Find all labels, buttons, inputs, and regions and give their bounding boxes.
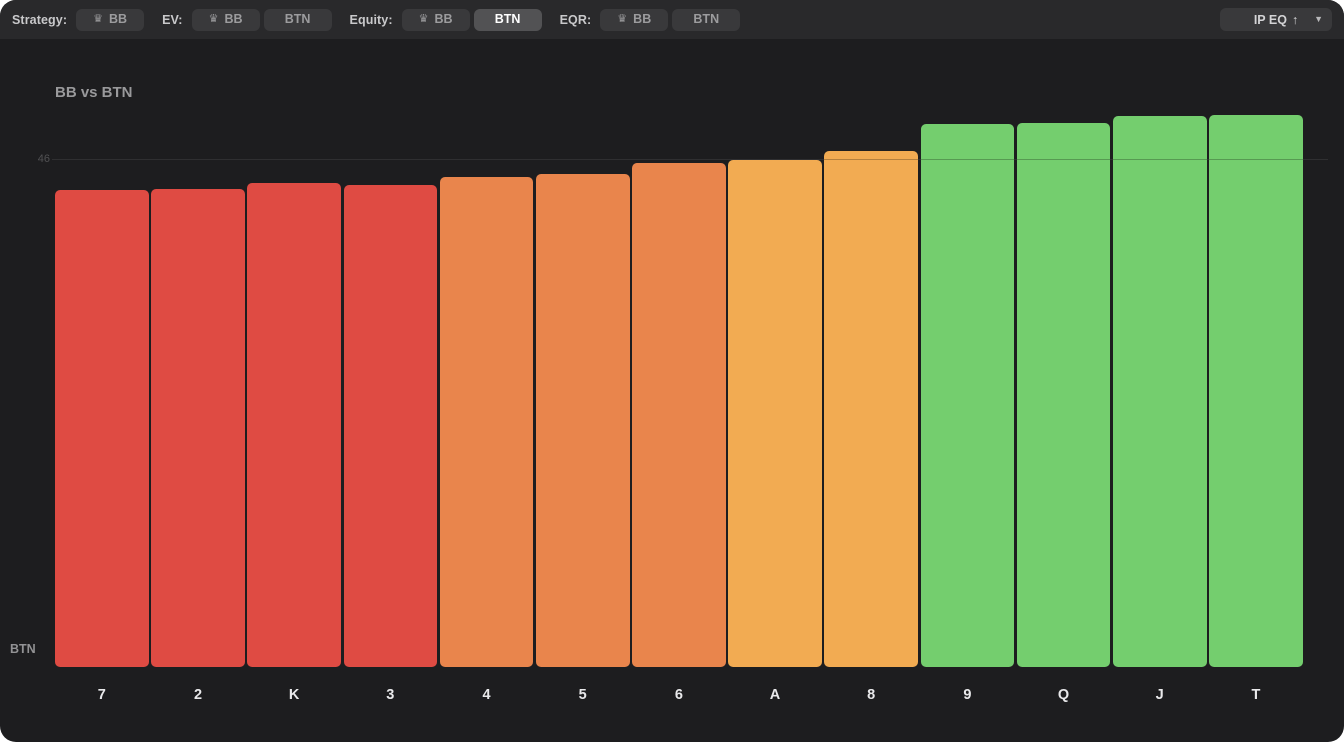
toggle-equity-btn[interactable]: BTN xyxy=(473,8,542,31)
toggle-ev-bb[interactable]: ♛ BB xyxy=(191,8,260,31)
gridline-over-bar xyxy=(920,159,1015,161)
toolbar-group-label-strategy: Strategy: xyxy=(12,12,68,27)
gridline-over-bar xyxy=(824,159,919,161)
bar-5[interactable] xyxy=(535,173,630,667)
bar-Q[interactable] xyxy=(1016,123,1111,667)
toggle-label: BTN xyxy=(693,12,720,27)
x-label-5: 5 xyxy=(578,687,587,703)
toggle-label: BTN xyxy=(494,12,521,27)
chart-title: BB vs BTN xyxy=(55,84,133,101)
bar-7[interactable] xyxy=(55,190,149,667)
bar-2[interactable] xyxy=(151,189,245,667)
toolbar-group-label-eqr: EQR: xyxy=(559,12,592,27)
toolbar-group-eqr: EQR: ♛ BB BTN xyxy=(559,8,741,31)
x-label-2: 2 xyxy=(193,687,203,703)
toggle-strategy-bb[interactable]: ♛ BB xyxy=(76,8,145,31)
bar-4[interactable] xyxy=(439,177,534,667)
bar-T[interactable] xyxy=(1209,115,1303,667)
crown-icon: ♛ xyxy=(208,12,219,25)
bar-K[interactable] xyxy=(247,182,342,667)
bar-A[interactable] xyxy=(728,159,822,667)
toggle-ev-btn[interactable]: BTN xyxy=(263,8,332,31)
x-label-3: 3 xyxy=(386,687,395,703)
toggle-label: BB xyxy=(109,12,128,27)
toolbar-group-ev: EV: ♛ BB BTN xyxy=(162,8,332,31)
sort-dropdown[interactable]: IP EQ ↑ ▼ xyxy=(1220,8,1332,31)
gridline-46 xyxy=(52,159,1328,160)
bar-3[interactable] xyxy=(343,184,438,667)
x-label-A: A xyxy=(769,687,781,703)
x-label-4: 4 xyxy=(482,687,491,703)
x-label-Q: Q xyxy=(1057,687,1070,703)
chart-panel: BB vs BTN 46 7 2 K 3 4 5 6 A 8 9 Q J T BTN xyxy=(0,39,1344,742)
x-label-7: 7 xyxy=(97,687,106,703)
x-label-J: J xyxy=(1155,687,1164,703)
toggle-eqr-btn[interactable]: BTN xyxy=(672,8,741,31)
sort-direction-icon: ↑ xyxy=(1291,12,1299,27)
toggle-equity-bb[interactable]: ♛ BB xyxy=(401,8,470,31)
x-label-6: 6 xyxy=(674,687,683,703)
bar-6[interactable] xyxy=(632,162,726,667)
toggle-label: BB xyxy=(434,12,453,27)
toggle-label: BTN xyxy=(284,12,311,27)
toolbar-group-strategy: Strategy: ♛ BB xyxy=(12,8,145,31)
toggle-label: BB xyxy=(224,12,243,27)
gridline-over-bar xyxy=(1112,159,1207,161)
sort-label: IP EQ xyxy=(1253,12,1287,27)
x-label-K: K xyxy=(288,687,300,703)
chevron-down-icon: ▼ xyxy=(1314,14,1323,24)
toolbar-group-label-ev: EV: xyxy=(162,12,183,27)
bar-J[interactable] xyxy=(1112,116,1207,667)
crown-icon: ♛ xyxy=(93,12,103,25)
toolbar-group-equity: Equity: ♛ BB BTN xyxy=(349,8,542,31)
bar-9[interactable] xyxy=(920,124,1015,667)
toggle-label: BB xyxy=(633,12,652,27)
axis-label-btn: BTN xyxy=(10,642,36,656)
x-label-T: T xyxy=(1251,687,1261,703)
x-label-8: 8 xyxy=(867,687,876,703)
y-axis-tick: 46 xyxy=(37,153,50,165)
toolbar-group-label-equity: Equity: xyxy=(349,12,393,27)
toolbar-groups: Strategy: ♛ BB EV: ♛ BB BTN Equity: ♛ BB BTN EQR: ♛ B… xyxy=(12,8,741,31)
crown-icon: ♛ xyxy=(617,12,628,25)
x-label-9: 9 xyxy=(963,687,972,703)
toolbar: Strategy: ♛ BB EV: ♛ BB BTN Equity: ♛ BB BTN EQR: ♛ B… xyxy=(0,0,1344,39)
gridline-over-bar xyxy=(1016,159,1111,161)
bar-8[interactable] xyxy=(824,150,919,667)
gridline-over-bar xyxy=(1209,159,1303,161)
crown-icon: ♛ xyxy=(418,12,429,25)
toggle-eqr-bb[interactable]: ♛ BB xyxy=(600,8,669,31)
